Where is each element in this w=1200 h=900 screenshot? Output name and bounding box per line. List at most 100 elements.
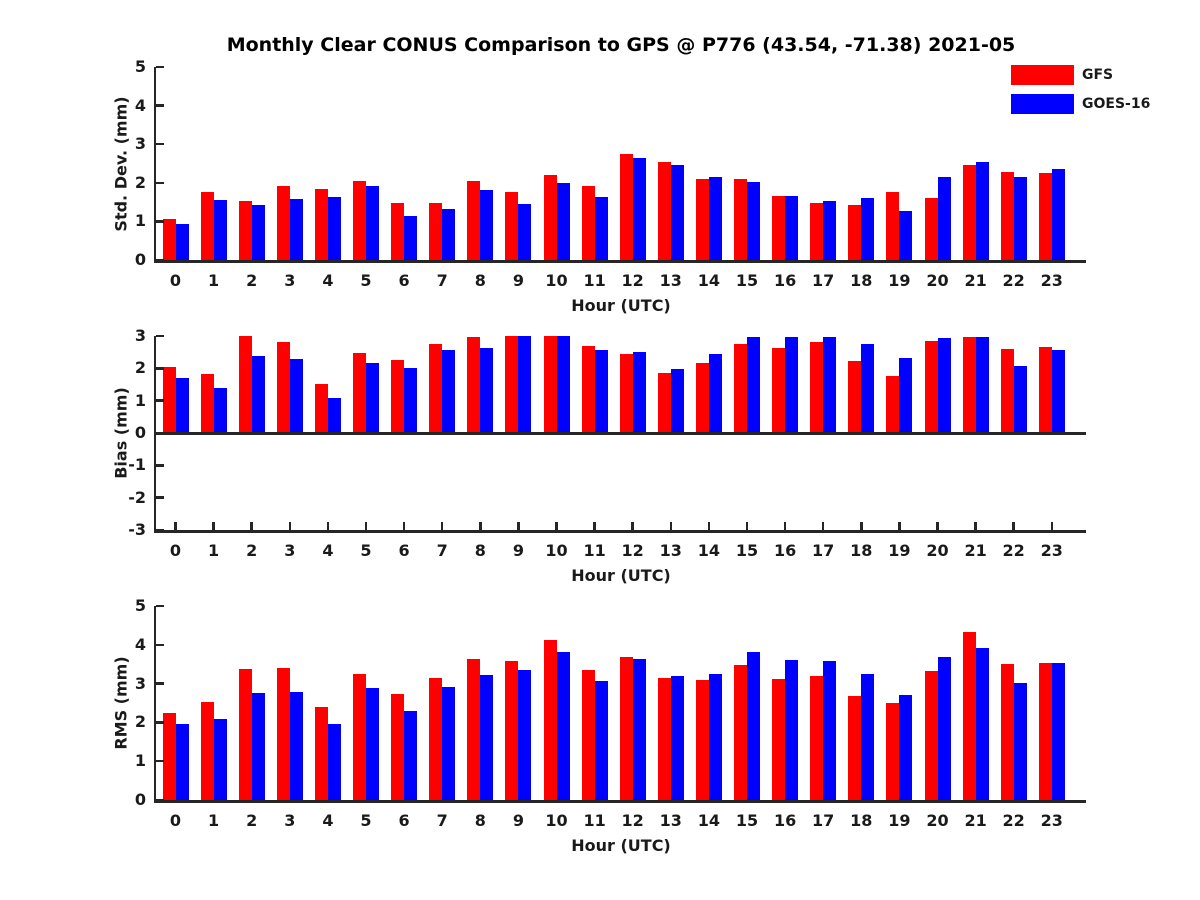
x-axis xyxy=(153,260,1086,263)
y-tick xyxy=(156,334,164,338)
x-tick-label: 18 xyxy=(850,811,873,830)
bar-gfs-h1 xyxy=(200,702,214,800)
bar-goes16-h17 xyxy=(823,661,837,800)
y-tick-label: 4 xyxy=(134,95,146,115)
y-tick-label: 2 xyxy=(134,172,146,192)
x-tick-label: 23 xyxy=(1040,811,1063,830)
x-tick xyxy=(517,522,520,530)
x-tick-label: 12 xyxy=(621,811,644,830)
x-tick-label: 6 xyxy=(398,271,410,290)
bar-gfs-h10 xyxy=(543,175,557,260)
x-tick-label: 21 xyxy=(964,811,987,830)
bar-goes16-h17 xyxy=(823,200,837,260)
x-tick-label: 14 xyxy=(697,271,721,290)
bar-goes16-h16 xyxy=(785,195,799,260)
y-tick xyxy=(156,798,164,802)
x-tick-label: 7 xyxy=(436,541,448,560)
bar-gfs-h15 xyxy=(734,178,747,260)
bar-gfs-h13 xyxy=(657,373,671,433)
bar-gfs-h9 xyxy=(505,336,519,433)
y-tick-label: 0 xyxy=(134,423,146,442)
bar-gfs-h11 xyxy=(581,185,595,260)
legend-label-gfs: GFS xyxy=(1082,67,1114,83)
bar-goes16-h12 xyxy=(632,158,646,260)
bar-gfs-h10 xyxy=(543,640,557,800)
x-tick-label: 7 xyxy=(436,271,448,290)
bar-goes16-h0 xyxy=(175,723,189,800)
x-tick xyxy=(364,522,368,530)
y-axis-label: RMS (mm) xyxy=(111,656,131,750)
x-tick-label: 7 xyxy=(436,811,448,830)
x-tick-label: 3 xyxy=(284,541,296,560)
x-tick-label: 0 xyxy=(169,541,182,560)
bar-gfs-h7 xyxy=(429,677,443,800)
y-tick-label: 3 xyxy=(134,326,146,345)
bar-goes16-h3 xyxy=(289,692,303,800)
x-tick xyxy=(707,522,711,530)
y-tick xyxy=(156,604,164,608)
bar-goes16-h11 xyxy=(594,350,608,433)
bar-gfs-h4 xyxy=(314,707,328,800)
bar-gfs-h13 xyxy=(657,678,671,800)
x-tick-label: 1 xyxy=(208,271,220,290)
bar-goes16-h2 xyxy=(251,692,265,800)
bar-goes16-h9 xyxy=(518,670,532,800)
x-tick-label: 22 xyxy=(1002,271,1025,290)
y-tick-label: 5 xyxy=(134,57,146,76)
x-tick xyxy=(783,522,787,530)
x-tick-label: 5 xyxy=(360,811,372,830)
legend-swatch-goes16 xyxy=(1011,94,1074,114)
bar-goes16-h19 xyxy=(899,210,913,260)
x-tick-label: 8 xyxy=(474,811,486,830)
x-tick-label: 12 xyxy=(621,271,644,290)
bar-goes16-h16 xyxy=(785,336,799,433)
y-tick xyxy=(156,759,164,763)
bar-goes16-h7 xyxy=(442,349,456,433)
bar-gfs-h5 xyxy=(353,180,366,260)
x-tick-label: 23 xyxy=(1040,271,1063,290)
bar-gfs-h5 xyxy=(353,674,366,800)
bar-gfs-h2 xyxy=(238,336,252,433)
x-tick-label: 9 xyxy=(512,811,524,830)
bar-gfs-h11 xyxy=(581,346,595,433)
x-tick xyxy=(1050,522,1054,530)
bar-goes16-h20 xyxy=(937,338,951,433)
bar-goes16-h8 xyxy=(480,675,494,800)
bar-goes16-h5 xyxy=(366,363,379,433)
bar-gfs-h6 xyxy=(391,203,405,260)
bar-goes16-h7 xyxy=(442,209,456,260)
bar-gfs-h17 xyxy=(810,341,824,433)
y-axis-label: Std. Dev. (mm) xyxy=(111,95,131,232)
y-tick-label: 1 xyxy=(134,211,146,231)
x-tick xyxy=(936,522,939,530)
bar-goes16-h22 xyxy=(1013,177,1027,260)
legend-swatch-gfs xyxy=(1011,65,1074,85)
bar-gfs-h0 xyxy=(162,219,176,260)
x-tick xyxy=(288,522,292,530)
bar-goes16-h13 xyxy=(670,676,684,800)
zero-line xyxy=(153,432,1086,435)
bar-goes16-h13 xyxy=(670,369,684,433)
bar-gfs-h7 xyxy=(429,343,443,433)
bar-gfs-h8 xyxy=(467,659,481,800)
bar-goes16-h15 xyxy=(747,182,760,260)
bar-gfs-h1 xyxy=(200,373,214,433)
x-tick-label: 19 xyxy=(888,811,911,830)
bar-gfs-h14 xyxy=(695,178,709,260)
bar-goes16-h4 xyxy=(327,723,341,800)
x-tick-label: 17 xyxy=(812,811,835,830)
x-tick xyxy=(174,522,177,530)
x-tick-label: 16 xyxy=(773,811,797,830)
x-tick xyxy=(402,522,406,530)
x-tick-label: 16 xyxy=(773,271,797,290)
y-tick xyxy=(156,258,164,262)
bar-goes16-h21 xyxy=(975,161,989,260)
bar-gfs-h12 xyxy=(619,354,633,433)
bar-gfs-h17 xyxy=(810,203,824,260)
y-tick xyxy=(156,496,164,499)
bar-gfs-h5 xyxy=(353,352,366,433)
x-tick-label: 23 xyxy=(1040,541,1063,560)
bar-goes16-h22 xyxy=(1013,683,1027,800)
x-tick-label: 8 xyxy=(474,541,486,560)
